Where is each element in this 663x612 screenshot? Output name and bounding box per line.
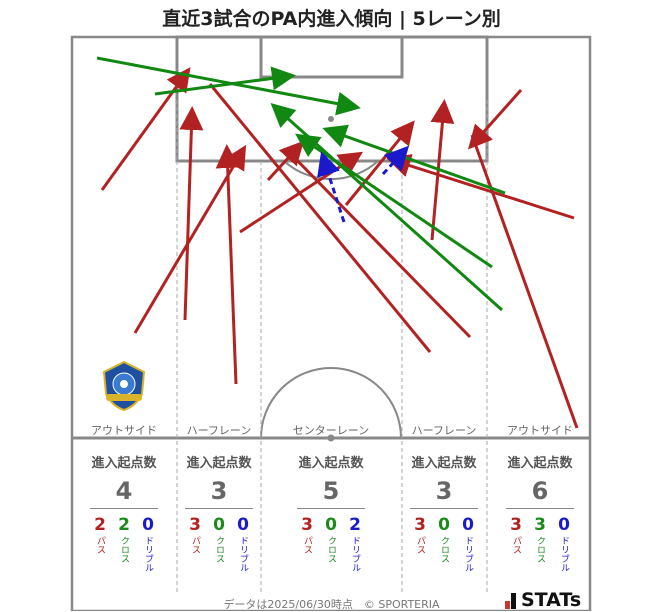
pass-label: パス (302, 536, 312, 554)
lane-label-half-left: ハーフレーン (186, 424, 252, 437)
pass-arrow (430, 99, 455, 241)
stat-head: 進入起点数 (186, 456, 252, 471)
penalty-arc (283, 160, 379, 181)
pass-count: 3 (189, 515, 201, 535)
pass-arrow (100, 67, 191, 191)
stat-head: 進入起点数 (91, 456, 157, 471)
pass-label: パス (415, 536, 425, 554)
pass-count: 3 (414, 515, 426, 535)
stat-total: 4 (115, 477, 133, 505)
cross-count: 3 (534, 515, 546, 535)
brand-logo: STATs (505, 589, 581, 611)
center-circle (260, 367, 402, 439)
team-crest-icon (102, 360, 146, 412)
page-title: 直近3試合のPA内進入傾向 | 5レーン別 (162, 8, 501, 30)
pass-arrows (100, 67, 579, 429)
lane-stats-half-left: 進入起点数 3 3 パス 0 クロス 0 ドリブル (169, 452, 269, 572)
cross-label: クロス (214, 536, 224, 563)
stat-total: 3 (210, 477, 228, 505)
cross-count: 2 (118, 515, 130, 535)
stat-total: 6 (531, 477, 549, 505)
pass-count: 2 (94, 515, 106, 535)
dribble-label: ドリブル (143, 536, 153, 572)
cross-label: クロス (326, 536, 336, 563)
lane-label-center: センターレーン (292, 424, 370, 437)
pass-label: パス (190, 536, 200, 554)
penalty-spot (328, 116, 334, 122)
center-spot (327, 434, 335, 442)
cross-label: クロス (439, 536, 449, 563)
cross-arrows (96, 56, 506, 312)
cross-arrow (154, 66, 296, 96)
dribble-count: 2 (349, 515, 361, 535)
pass-arrow (468, 89, 523, 150)
stat-head: 進入起点数 (507, 456, 573, 471)
pass-label: パス (95, 536, 105, 554)
stat-total: 5 (322, 477, 340, 505)
dribble-count: 0 (462, 515, 474, 535)
lane-stats-outside-right: 進入起点数 6 3 パス 3 クロス 0 ドリブル (490, 452, 590, 572)
pass-arrow (266, 140, 305, 182)
dribble-count: 0 (237, 515, 249, 535)
cross-arrow (270, 103, 503, 312)
dribble-arrow (381, 145, 410, 176)
dribble-arrow (317, 151, 346, 223)
cross-arrow (322, 124, 506, 195)
cross-count: 0 (325, 515, 337, 535)
pass-arrow (470, 134, 579, 429)
dribble-label: ドリブル (350, 536, 360, 572)
cross-count: 0 (438, 515, 450, 535)
pass-arrow (344, 120, 415, 206)
stat-total: 3 (435, 477, 453, 505)
cross-label: クロス (535, 536, 545, 563)
stat-head: 進入起点数 (298, 456, 364, 471)
pass-arrow (179, 106, 204, 321)
pass-label: パス (511, 536, 521, 554)
lane-label-outside-right: アウトサイド (507, 424, 573, 437)
pass-arrow (285, 148, 472, 339)
pass-arrow (386, 154, 575, 220)
pass-arrow (215, 144, 240, 385)
goal-area (259, 35, 404, 79)
pass-arrow (208, 83, 432, 353)
dribble-arrows (317, 145, 410, 223)
cross-arrow (96, 56, 361, 116)
dribble-label: ドリブル (238, 536, 248, 572)
brand-mark-icon (505, 591, 517, 609)
lane-stats-center: 進入起点数 5 3 パス 0 クロス 2 ドリブル (281, 452, 381, 572)
lane-label-half-right: ハーフレーン (411, 424, 477, 437)
dribble-count: 0 (142, 515, 154, 535)
stat-head: 進入起点数 (411, 456, 477, 471)
dribble-label: ドリブル (463, 536, 473, 572)
lane-stats-outside-left: 進入起点数 4 2 パス 2 クロス 0 ドリブル (74, 452, 174, 572)
lane-label-outside-left: アウトサイド (91, 424, 157, 437)
lane-stats-half-right: 進入起点数 3 3 パス 0 クロス 0 ドリブル (394, 452, 494, 572)
cross-label: クロス (119, 536, 129, 563)
pass-count: 3 (510, 515, 522, 535)
cross-count: 0 (213, 515, 225, 535)
pass-count: 3 (301, 515, 313, 535)
brand-name: STATs (521, 589, 582, 611)
dribble-label: ドリブル (559, 536, 569, 572)
footer-note: データは2025/06/30時点 © SPORTERIA (223, 598, 440, 611)
dribble-count: 0 (558, 515, 570, 535)
